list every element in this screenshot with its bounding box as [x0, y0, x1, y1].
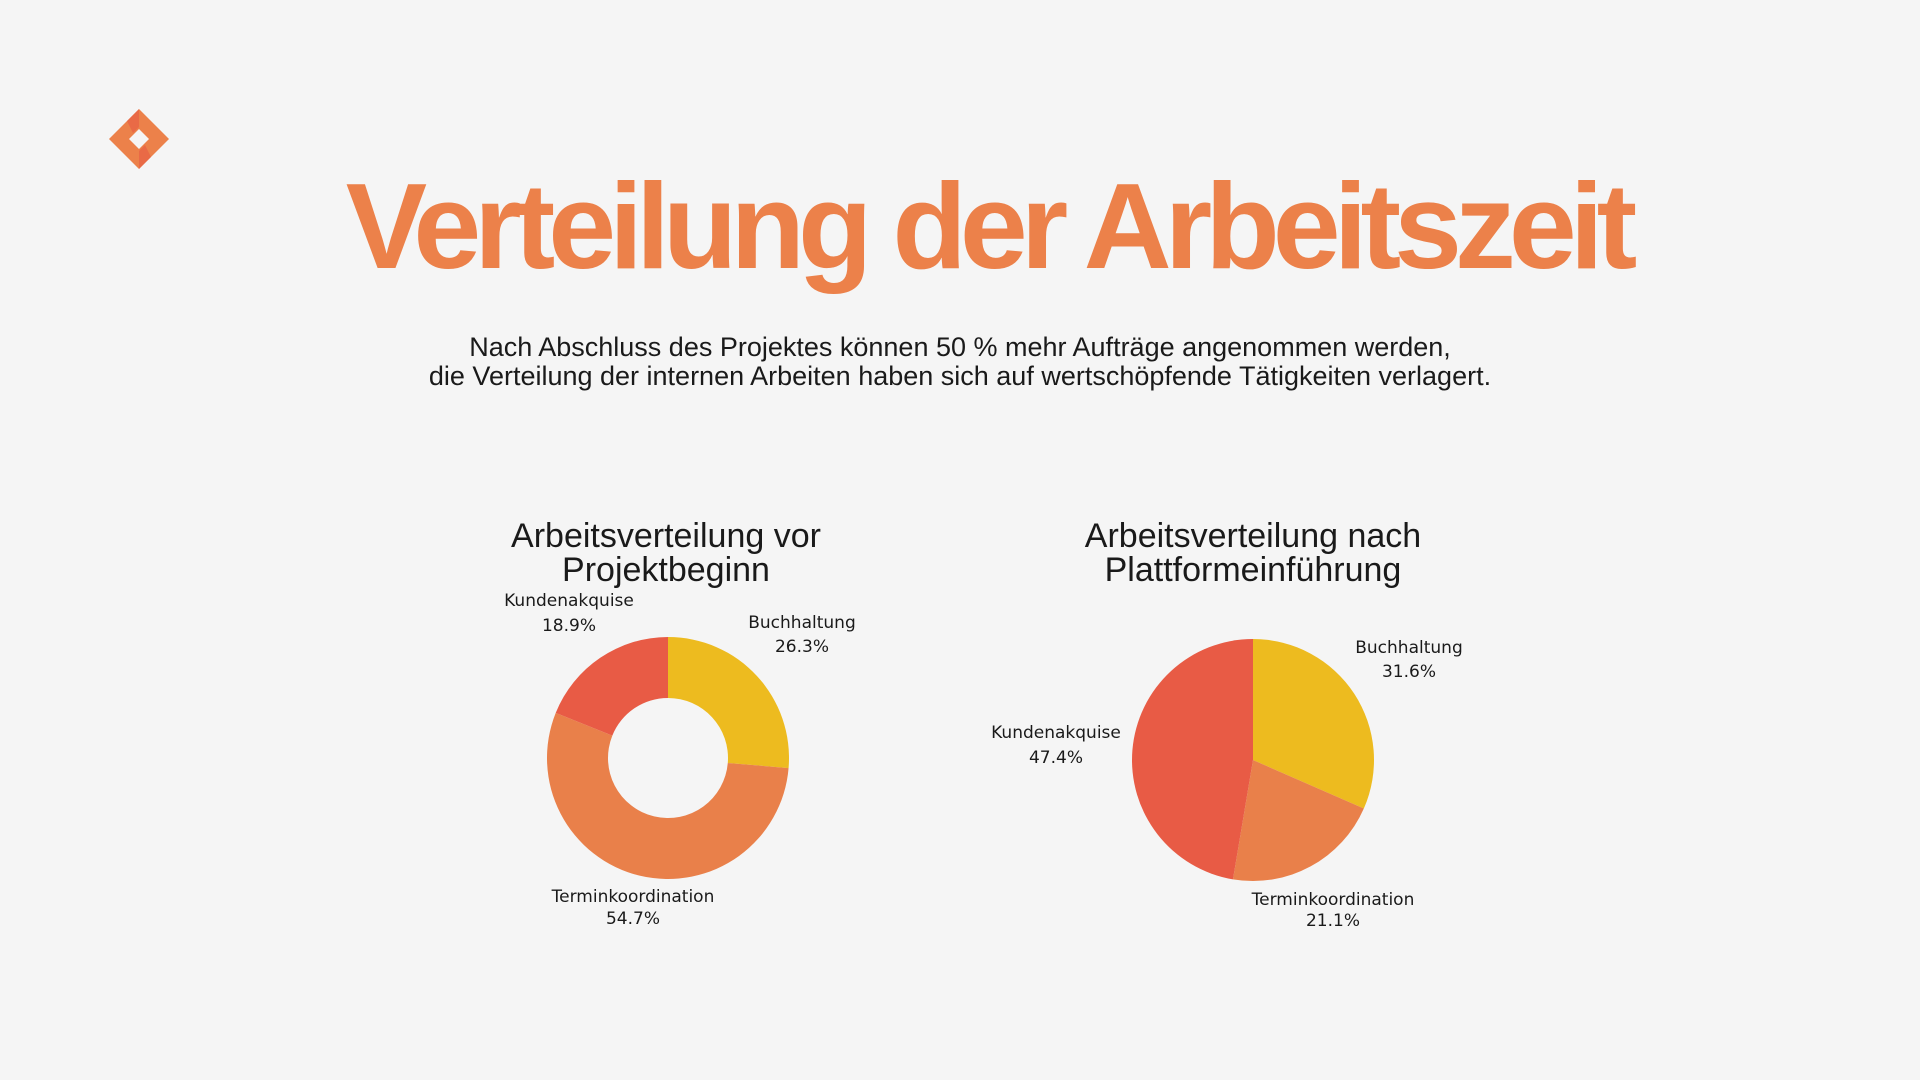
slice-label: Buchhaltung	[748, 613, 855, 633]
slice-value-label: 54.7%	[606, 909, 660, 929]
page-title: Verteilung der Arbeitszeit	[345, 158, 1638, 294]
slice-label: Terminkoordination	[551, 887, 715, 907]
chart-title: Projektbeginn	[562, 551, 770, 589]
slice-kundenakquise	[1132, 639, 1253, 880]
slice-label: Terminkoordination	[1251, 890, 1415, 910]
subtitle-line: die Verteilung der internen Arbeiten hab…	[428, 361, 1492, 391]
slice-kundenakquise	[555, 636, 668, 736]
slice-label: Kundenakquise	[504, 591, 634, 611]
slice-label: Kundenakquise	[991, 723, 1121, 743]
slice-label: Buchhaltung	[1355, 638, 1462, 658]
slice-value-label: 18.9%	[542, 616, 596, 636]
pie-chart-2: Arbeitsverteilung nachPlattformeinführun…	[991, 517, 1463, 931]
slice-value-label: 26.3%	[775, 637, 829, 657]
subtitle-line: Nach Abschluss des Projektes können 50 %…	[469, 332, 1451, 362]
slice-value-label: 31.6%	[1382, 662, 1436, 682]
page-subtitle: Nach Abschluss des Projektes können 50 %…	[0, 333, 1920, 391]
chart-title: Arbeitsverteilung nach	[1085, 517, 1421, 555]
slice-buchhaltung	[1253, 639, 1374, 809]
chart-title: Arbeitsverteilung vor	[511, 517, 821, 555]
slice-value-label: 47.4%	[1029, 748, 1083, 768]
slice-value-label: 21.1%	[1306, 911, 1360, 931]
slice-buchhaltung	[668, 637, 789, 769]
logo-icon	[109, 109, 169, 169]
chart-title: Plattformeinführung	[1105, 551, 1402, 589]
slice-terminkoordination	[1232, 760, 1364, 881]
slice-terminkoordination	[547, 712, 789, 879]
